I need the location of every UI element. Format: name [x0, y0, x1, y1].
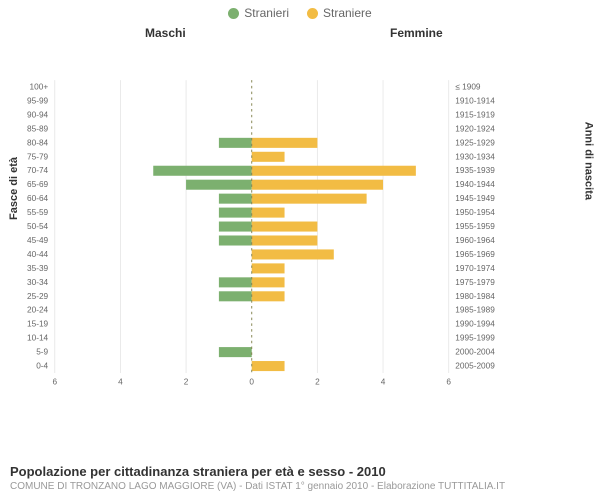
legend-male-label: Stranieri [244, 6, 289, 20]
y-right-tick: 1915-1919 [455, 110, 495, 119]
bar-female [252, 152, 285, 162]
y-left-tick: 35-39 [27, 264, 49, 273]
section-title-femmine: Femmine [390, 26, 443, 40]
y-left-tick: 20-24 [27, 306, 49, 315]
y-axis-right-title: Anni di nascita [582, 122, 594, 200]
y-left-labels: 100+ 95-99 90-94 85-89 80-84 75-79 70-74 65-69 6… [27, 83, 49, 371]
x-tick: 0 [249, 378, 254, 387]
y-right-tick: 2005-2009 [455, 362, 495, 371]
bar-female [252, 249, 334, 259]
bar-female [252, 180, 383, 190]
y-left-tick: 40-44 [27, 250, 49, 259]
male-swatch [228, 8, 239, 19]
y-right-tick: 1965-1969 [455, 250, 495, 259]
legend-female-label: Straniere [323, 6, 372, 20]
y-left-tick: 60-64 [27, 194, 49, 203]
x-tick: 6 [52, 378, 57, 387]
x-tick: 4 [381, 378, 386, 387]
y-left-tick: 100+ [30, 83, 49, 92]
y-right-tick: 1935-1939 [455, 166, 495, 175]
y-right-tick: 1990-1994 [455, 320, 495, 329]
y-right-tick: 1995-1999 [455, 334, 495, 343]
bar-male [219, 235, 252, 245]
y-left-tick: 30-34 [27, 278, 49, 287]
x-tick: 4 [118, 378, 123, 387]
y-left-tick: 80-84 [27, 138, 49, 147]
y-right-tick: 1920-1924 [455, 124, 495, 133]
y-right-tick: 2000-2004 [455, 348, 495, 357]
legend: Stranieri Straniere [0, 0, 600, 20]
y-right-tick: 1980-1984 [455, 292, 495, 301]
y-left-tick: 70-74 [27, 166, 49, 175]
bar-female [252, 194, 367, 204]
y-right-tick: 1975-1979 [455, 278, 495, 287]
y-left-tick: 95-99 [27, 96, 49, 105]
y-right-tick: 1960-1964 [455, 236, 495, 245]
bar-female [252, 208, 285, 218]
x-tick: 2 [315, 378, 320, 387]
x-tick: 6 [446, 378, 451, 387]
bar-male [219, 291, 252, 301]
legend-item-female: Straniere [307, 6, 372, 20]
y-left-tick: 0-4 [36, 362, 48, 371]
bar-male [219, 208, 252, 218]
y-left-tick: 50-54 [27, 222, 49, 231]
bar-male [219, 277, 252, 287]
y-left-tick: 15-19 [27, 320, 49, 329]
y-right-tick: 1930-1934 [455, 152, 495, 161]
section-title-maschi: Maschi [145, 26, 186, 40]
y-left-tick: 65-69 [27, 180, 49, 189]
y-left-tick: 55-59 [27, 208, 49, 217]
x-axis: 6 4 2 0 2 4 6 [52, 378, 451, 387]
bar-female [252, 222, 318, 232]
y-left-tick: 5-9 [36, 348, 48, 357]
bar-male [219, 138, 252, 148]
y-right-tick: 1940-1944 [455, 180, 495, 189]
x-tick: 2 [184, 378, 189, 387]
bars [153, 138, 416, 371]
chart-title: Popolazione per cittadinanza straniera p… [10, 464, 590, 479]
y-left-tick: 85-89 [27, 124, 49, 133]
bar-female [252, 291, 285, 301]
y-left-tick: 45-49 [27, 236, 49, 245]
bar-female [252, 235, 318, 245]
y-right-tick: 1985-1989 [455, 306, 495, 315]
bar-female [252, 138, 318, 148]
y-left-tick: 25-29 [27, 292, 49, 301]
y-right-labels: ≤ 1909 1910-1914 1915-1919 1920-1924 1925-19… [455, 83, 495, 371]
y-right-tick: 1925-1929 [455, 138, 495, 147]
y-left-tick: 90-94 [27, 110, 49, 119]
y-right-tick: 1970-1974 [455, 264, 495, 273]
footer: Popolazione per cittadinanza straniera p… [10, 464, 590, 492]
bar-male [186, 180, 252, 190]
y-left-tick: 75-79 [27, 152, 49, 161]
y-right-tick: 1955-1959 [455, 222, 495, 231]
female-swatch [307, 8, 318, 19]
bar-female [252, 263, 285, 273]
y-right-tick: 1950-1954 [455, 208, 495, 217]
bar-female [252, 277, 285, 287]
bar-female [252, 166, 416, 176]
y-axis-left-title: Fasce di età [8, 157, 20, 220]
chart-subtitle: COMUNE DI TRONZANO LAGO MAGGIORE (VA) - … [10, 481, 590, 492]
y-right-tick: 1945-1949 [455, 194, 495, 203]
legend-item-male: Stranieri [228, 6, 289, 20]
y-right-tick: 1910-1914 [455, 96, 495, 105]
bar-male [219, 347, 252, 357]
bar-male [153, 166, 251, 176]
y-left-tick: 10-14 [27, 334, 49, 343]
y-right-tick: ≤ 1909 [455, 83, 481, 92]
bar-male [219, 194, 252, 204]
pyramid-chart: 100+ 95-99 90-94 85-89 80-84 75-79 70-74 65-69 6… [20, 44, 500, 424]
bar-female [252, 361, 285, 371]
bar-male [219, 222, 252, 232]
